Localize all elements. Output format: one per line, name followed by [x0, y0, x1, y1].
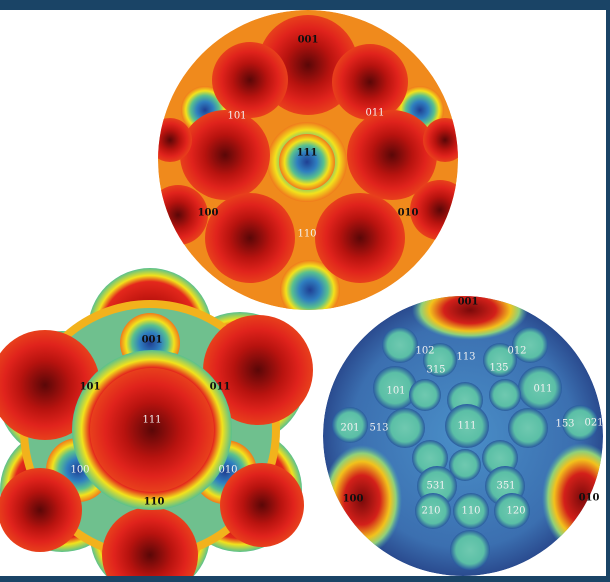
spot — [382, 327, 418, 363]
spot — [409, 379, 441, 411]
label-001: 001 — [458, 297, 479, 308]
label-011: 011 — [533, 384, 552, 395]
label-110: 110 — [297, 229, 316, 240]
label-011: 011 — [365, 108, 384, 119]
label-513: 513 — [369, 423, 388, 434]
spot — [385, 408, 425, 448]
spot — [453, 493, 489, 529]
label-120: 120 — [506, 506, 525, 517]
label-100: 100 — [70, 465, 89, 476]
label-351: 351 — [496, 481, 515, 492]
lobe — [180, 110, 270, 200]
spot — [332, 407, 368, 443]
lobe — [220, 463, 304, 547]
spot — [373, 366, 417, 410]
lobe — [0, 468, 82, 552]
label-153: 153 — [555, 419, 574, 430]
label-111: 111 — [142, 415, 161, 426]
label-113: 113 — [456, 352, 475, 363]
spot — [449, 449, 481, 481]
lobe — [158, 118, 192, 162]
label-101: 101 — [227, 111, 246, 122]
label-100: 100 — [343, 494, 364, 505]
spot — [508, 408, 548, 448]
label-111: 111 — [297, 148, 318, 159]
lobe — [212, 42, 288, 118]
sphere-bottom-left — [0, 268, 313, 576]
sphere-top-labels: 001 101 011 111 100 010 110 — [198, 35, 419, 240]
label-010: 010 — [398, 208, 419, 219]
spot — [445, 404, 489, 448]
label-531: 531 — [426, 481, 445, 492]
figure-panel: 001 101 011 111 100 010 110 001 101 01 — [0, 10, 606, 576]
label-111: 111 — [457, 421, 476, 432]
sphere-bottom-right-labels: 001 102 113 012 315 135 101 011 201 513 … — [340, 297, 603, 517]
spot — [489, 379, 521, 411]
lobe — [423, 118, 458, 162]
spot — [562, 405, 598, 441]
hex-patch — [280, 260, 340, 310]
label-101: 101 — [80, 382, 101, 393]
lobe — [332, 44, 408, 120]
lobe — [347, 110, 437, 200]
spot — [450, 530, 490, 570]
label-110: 110 — [461, 506, 480, 517]
lobe — [203, 315, 313, 425]
label-010: 010 — [218, 465, 237, 476]
lobe — [205, 193, 295, 283]
spot — [415, 493, 451, 529]
label-315: 315 — [426, 365, 445, 376]
spot — [518, 366, 562, 410]
label-011: 011 — [210, 382, 231, 393]
sphere-top — [158, 10, 458, 310]
lobe — [102, 507, 198, 576]
lobe — [410, 180, 458, 240]
spot — [423, 343, 457, 377]
label-021: 021 — [584, 418, 603, 429]
label-135: 135 — [489, 363, 508, 374]
hot-pole — [412, 296, 528, 340]
spot — [512, 327, 548, 363]
spot — [494, 493, 530, 529]
label-101: 101 — [386, 386, 405, 397]
label-201: 201 — [340, 423, 359, 434]
label-102: 102 — [415, 346, 434, 357]
label-010: 010 — [579, 493, 600, 504]
label-001: 001 — [298, 35, 319, 46]
sphere-bottom-left-labels: 001 101 011 111 100 010 110 — [70, 335, 237, 508]
label-110: 110 — [144, 497, 165, 508]
label-100: 100 — [198, 208, 219, 219]
lobe — [315, 193, 405, 283]
spot — [483, 343, 517, 377]
label-001: 001 — [142, 335, 163, 346]
label-210: 210 — [421, 506, 440, 517]
label-012: 012 — [507, 346, 526, 357]
